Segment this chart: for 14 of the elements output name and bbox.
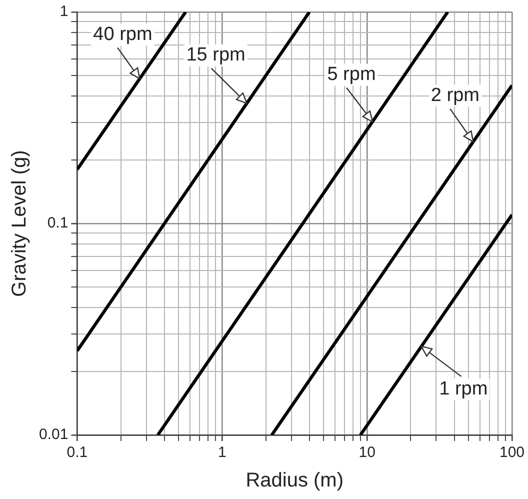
y-axis-title: Gravity Level (g) bbox=[8, 150, 31, 297]
x-tick-label: 10 bbox=[358, 444, 376, 462]
y-tick-label: 0.01 bbox=[38, 426, 68, 444]
series-label: 15 rpm bbox=[186, 44, 246, 66]
x-tick-label: 0.1 bbox=[66, 444, 88, 462]
y-tick-label: 0.1 bbox=[47, 214, 68, 232]
series-label: 40 rpm bbox=[93, 24, 152, 45]
x-tick-label: 100 bbox=[499, 444, 525, 462]
x-tick-label: 1 bbox=[218, 444, 226, 462]
y-tick-label: 1 bbox=[60, 3, 68, 20]
series-label: 2 rpm bbox=[430, 85, 480, 106]
x-axis-title: Radius (m) bbox=[246, 470, 344, 492]
series-label: 5 rpm bbox=[327, 64, 376, 85]
series-label: 1 rpm bbox=[439, 378, 488, 400]
